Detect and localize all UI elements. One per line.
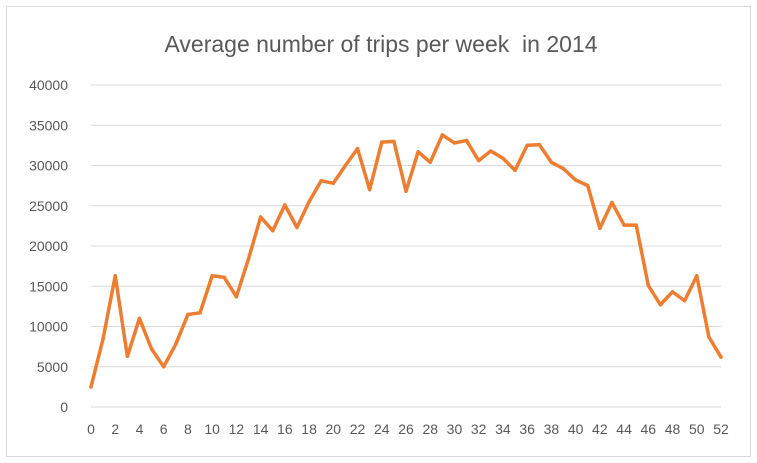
x-tick-label: 48 [665, 421, 681, 437]
y-tick-label: 5000 [37, 359, 68, 375]
y-tick-label: 0 [60, 399, 68, 415]
data-point [258, 215, 263, 219]
chart-title: Average number of trips per week in 2014 [165, 31, 598, 57]
data-point [270, 228, 275, 233]
data-point [355, 146, 360, 151]
gridlines [91, 84, 721, 408]
data-point [367, 187, 372, 192]
data-point [246, 257, 251, 261]
data-point [295, 225, 299, 230]
x-tick-label: 4 [136, 421, 144, 437]
data-point [343, 163, 348, 168]
x-tick-label: 52 [713, 421, 729, 437]
data-point [161, 365, 166, 369]
x-tick-label: 0 [87, 421, 95, 437]
y-tick-label: 25000 [29, 198, 68, 214]
x-tick-label: 12 [229, 421, 245, 437]
x-tick-label: 46 [641, 421, 657, 437]
data-point [101, 336, 105, 341]
data-point [585, 183, 590, 188]
data-point [610, 200, 614, 205]
y-tick-label: 20000 [29, 238, 68, 254]
data-point [416, 150, 420, 154]
x-tick-label: 22 [350, 421, 366, 437]
data-point [149, 347, 154, 351]
data-point [113, 274, 117, 278]
data-point [380, 140, 384, 144]
chart-frame: Average number of trips per week in 2014… [6, 6, 751, 457]
x-tick-label: 16 [277, 421, 293, 437]
data-point [174, 342, 178, 346]
data-point [452, 141, 457, 145]
data-point [186, 312, 190, 317]
x-axis-tick-labels: 0 2 4 6 8 10 12 14 16 18 20 22 24 26 28 30 32 34 36 38 40 42 4… [87, 421, 729, 437]
data-point [622, 223, 626, 227]
data-point [537, 142, 542, 147]
x-tick-label: 6 [160, 421, 168, 437]
y-tick-label: 30000 [29, 158, 68, 174]
x-tick-label: 8 [184, 421, 192, 437]
y-tick-label: 40000 [29, 77, 68, 93]
data-point [428, 160, 432, 165]
data-point [719, 355, 723, 359]
data-point [476, 158, 481, 163]
data-point [222, 275, 227, 280]
series-layer [89, 133, 723, 389]
x-tick-label: 28 [422, 421, 438, 437]
data-point [198, 311, 202, 315]
x-tick-label: 50 [689, 421, 705, 437]
data-point [658, 303, 663, 307]
x-tick-label: 44 [616, 421, 632, 437]
data-point [549, 160, 554, 165]
y-tick-label: 15000 [29, 278, 68, 294]
data-point [501, 156, 505, 161]
data-point [525, 143, 529, 148]
x-tick-label: 20 [326, 421, 342, 437]
data-point [634, 223, 638, 227]
data-point [682, 298, 687, 303]
data-point [234, 294, 239, 299]
data-point [561, 166, 566, 171]
data-point [489, 149, 493, 153]
data-point [210, 274, 214, 278]
x-tick-label: 40 [568, 421, 584, 437]
x-tick-label: 36 [519, 421, 535, 437]
x-tick-label: 42 [592, 421, 608, 437]
data-point [392, 139, 396, 144]
data-point [283, 203, 287, 207]
x-tick-label: 34 [495, 421, 511, 437]
data-point [598, 226, 602, 231]
data-point [573, 178, 578, 182]
data-point [404, 189, 408, 194]
x-tick-label: 18 [301, 421, 317, 437]
x-tick-label: 32 [471, 421, 487, 437]
data-point [125, 354, 130, 359]
x-tick-label: 10 [204, 421, 220, 437]
data-point [707, 335, 711, 339]
data-point [89, 385, 93, 389]
y-axis-tick-labels: 0 5000 10000 15000 20000 25000 30000 35000 40000 [29, 77, 68, 415]
x-tick-label: 24 [374, 421, 390, 437]
x-tick-label: 38 [544, 421, 560, 437]
line-chart: Average number of trips per week in 2014… [29, 31, 729, 437]
x-tick-label: 30 [447, 421, 463, 437]
x-tick-label: 2 [111, 421, 119, 437]
data-point [319, 179, 323, 183]
data-point [464, 138, 469, 143]
data-point [670, 290, 675, 294]
x-tick-label: 14 [253, 421, 269, 437]
data-point [137, 316, 142, 321]
y-tick-label: 35000 [29, 117, 68, 133]
data-point [695, 274, 699, 278]
data-point [646, 283, 651, 288]
series-line [89, 133, 723, 389]
data-point [513, 168, 517, 173]
data-point [331, 181, 336, 185]
y-tick-label: 10000 [29, 319, 68, 335]
data-point [307, 199, 311, 204]
x-tick-label: 26 [398, 421, 414, 437]
data-point [440, 133, 445, 137]
